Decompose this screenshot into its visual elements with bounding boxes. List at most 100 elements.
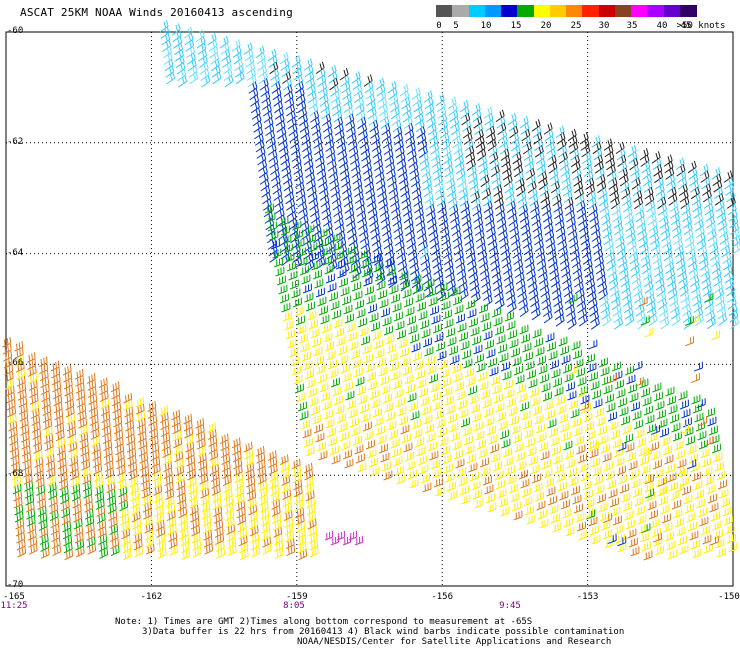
wind-barb — [316, 451, 328, 460]
wind-barb — [403, 452, 415, 461]
wind-barb — [585, 508, 597, 517]
wind-barb — [468, 472, 480, 481]
wind-barb — [626, 384, 638, 393]
wind-barb — [535, 433, 547, 442]
wind-barb — [443, 396, 455, 405]
wind-barb — [488, 444, 500, 453]
wind-barb — [455, 323, 467, 332]
legend-swatch — [436, 5, 453, 17]
wind-barb — [547, 505, 559, 514]
wind-barb — [397, 416, 409, 425]
wind-barb — [634, 506, 646, 515]
wind-barb — [506, 330, 518, 339]
wind-barb — [341, 450, 353, 459]
wind-barb — [340, 373, 352, 382]
wind-barb — [275, 276, 287, 285]
wind-barb — [653, 546, 665, 555]
wind-barb — [692, 362, 704, 371]
wind-barb — [374, 426, 386, 435]
wind-barb — [681, 495, 693, 504]
wind-barb — [233, 72, 246, 84]
legend-tick-label: 30 — [599, 21, 610, 31]
wind-barb — [441, 310, 453, 319]
wind-barb — [367, 313, 379, 322]
wind-barb — [645, 501, 657, 510]
wind-barb — [497, 498, 509, 507]
wind-barb — [717, 489, 729, 498]
wind-barb — [490, 385, 502, 394]
wind-barb — [308, 329, 320, 338]
wind-barb — [370, 331, 382, 340]
wind-barb — [611, 317, 624, 329]
wind-barb — [300, 352, 312, 361]
wind-barb — [681, 418, 693, 427]
wind-barb — [463, 445, 475, 454]
wind-barb — [380, 317, 392, 326]
wind-barb — [593, 485, 605, 494]
wind-barb — [548, 437, 560, 446]
wind-barb — [435, 351, 447, 360]
wind-barb — [301, 284, 313, 293]
wind-barb — [673, 518, 685, 527]
wind-barb — [415, 302, 427, 311]
wind-barb — [312, 424, 324, 433]
wind-barb — [545, 342, 557, 351]
wind-barb — [390, 448, 402, 457]
wind-barb — [315, 442, 327, 451]
wind-barb — [667, 482, 679, 491]
wind-barb — [672, 441, 684, 450]
wind-barb — [505, 475, 517, 484]
wind-barb — [440, 378, 452, 387]
wind-barb — [705, 417, 717, 426]
wind-barb — [382, 403, 394, 412]
wind-barb — [505, 302, 518, 314]
wind-barb — [581, 413, 593, 422]
wind-barb — [709, 330, 721, 339]
wind-barb — [476, 372, 488, 381]
wind-barb — [668, 414, 680, 423]
wind-barb — [700, 458, 712, 467]
wind-barb — [298, 343, 310, 352]
wind-barb — [687, 531, 699, 540]
wind-barb — [353, 377, 365, 386]
wind-barb — [303, 447, 315, 456]
wind-barb — [493, 326, 505, 335]
wind-barb — [424, 356, 436, 365]
wind-barb — [348, 418, 360, 427]
wind-barb — [447, 346, 459, 355]
wind-barb — [467, 318, 479, 327]
wind-barb — [523, 506, 535, 515]
wind-barb — [292, 307, 304, 316]
wind-barb — [363, 286, 375, 295]
wind-barb — [478, 313, 490, 322]
wind-barb — [418, 320, 430, 329]
wind-barb — [674, 527, 686, 536]
wind-barb — [661, 446, 673, 455]
wind-barb — [473, 354, 485, 363]
wind-barb — [657, 317, 670, 329]
wind-barb — [349, 427, 361, 436]
wind-barb — [670, 500, 682, 509]
wind-barb — [302, 293, 314, 302]
wind-barb — [352, 368, 364, 377]
wind-barb — [460, 350, 472, 359]
legend-swatch — [566, 5, 583, 17]
wind-barb — [378, 453, 390, 462]
wind-barb — [532, 338, 544, 347]
wind-barb — [557, 491, 569, 500]
wind-barb — [663, 387, 675, 396]
wind-barb — [287, 348, 299, 357]
wind-barb — [571, 427, 583, 436]
wind-barb — [400, 434, 412, 443]
wind-barb — [368, 467, 380, 476]
wind-barb — [665, 396, 677, 405]
wind-barb — [645, 314, 658, 326]
wind-barb — [336, 346, 348, 355]
wind-barb — [701, 467, 713, 476]
wind-map — [0, 0, 740, 650]
wind-barb — [394, 475, 406, 484]
wind-barb — [496, 421, 508, 430]
wind-barb — [370, 254, 382, 263]
wind-barb — [427, 374, 439, 383]
